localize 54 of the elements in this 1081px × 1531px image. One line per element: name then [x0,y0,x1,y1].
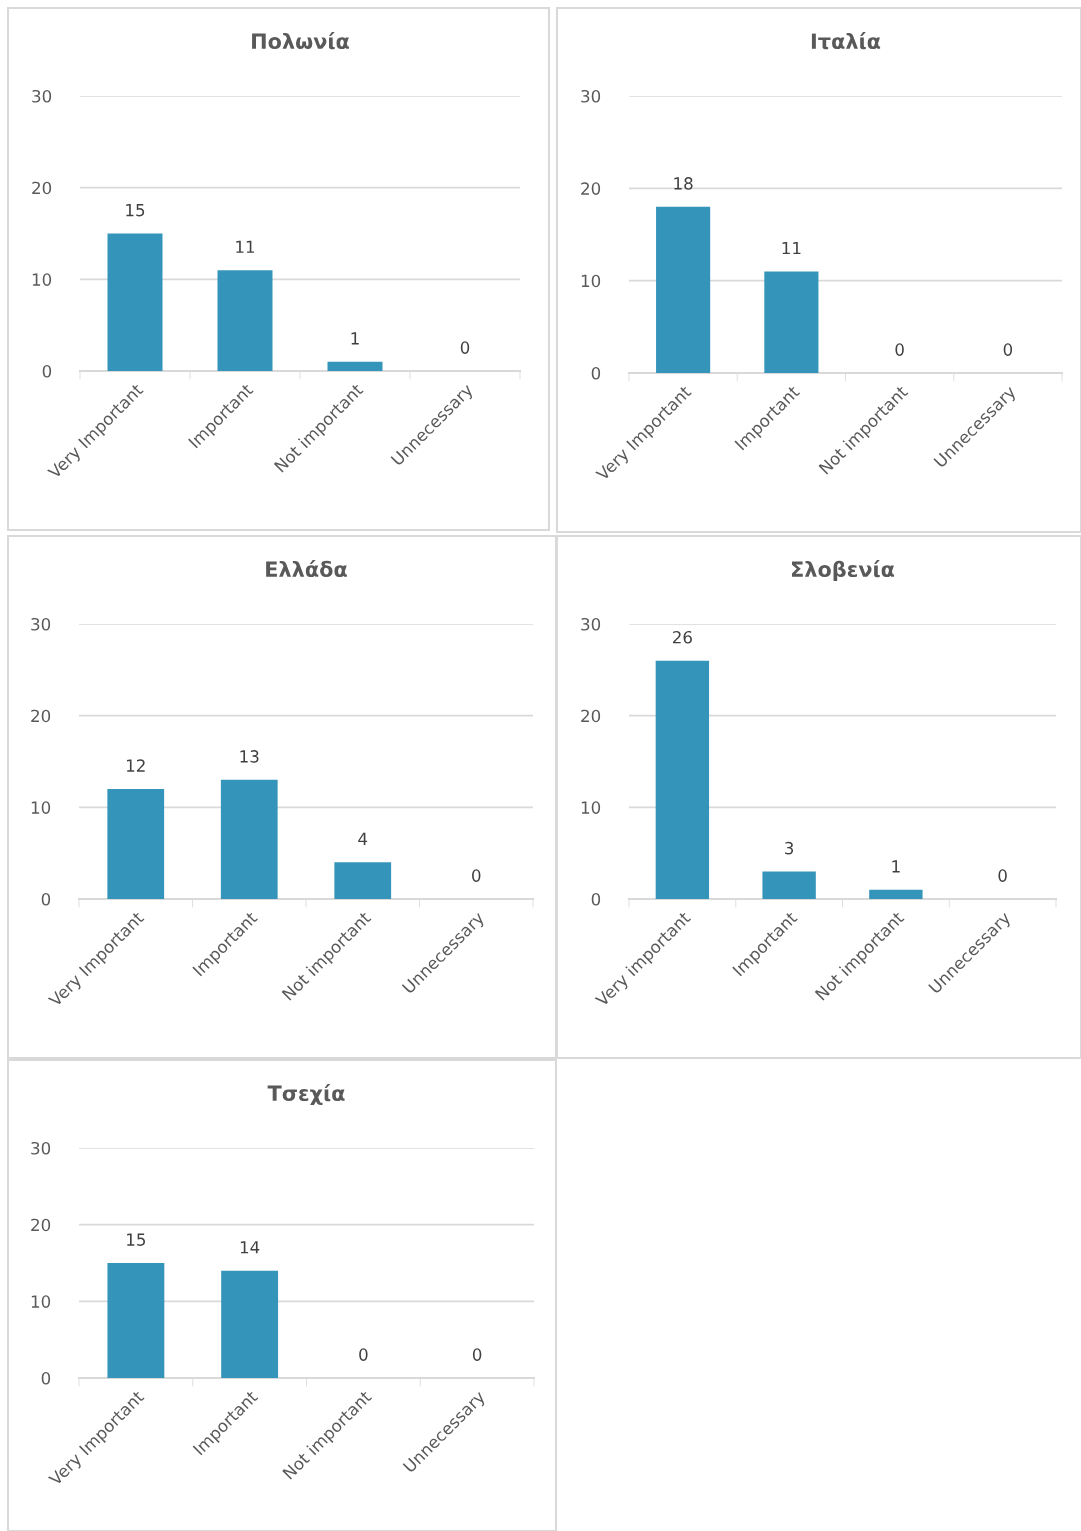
y-tick-label: 10 [581,274,601,288]
data-label: 18 [674,177,693,190]
bar [655,660,710,899]
data-label: 11 [782,241,801,255]
y-tick-label: 30 [31,617,51,631]
y-tick-label: 10 [581,801,601,814]
y-tick-label: 0 [591,366,601,380]
data-label: 11 [236,240,255,253]
y-tick-label: 20 [31,1218,51,1232]
data-label: 26 [672,630,692,644]
y-tick-label: 20 [32,181,52,195]
y-tick-label: 30 [32,89,52,103]
y-tick-label: 10 [31,1295,51,1308]
data-label: 0 [1003,343,1013,356]
data-label: 1 [892,860,900,873]
chart-title: Σλοβενία [791,560,895,582]
data-label: 0 [359,1348,368,1361]
y-tick-label: 20 [581,709,601,723]
data-label: 4 [358,832,368,845]
y-tick-label: 30 [581,617,601,631]
y-tick-label: 10 [32,273,52,286]
y-tick-label: 10 [31,801,51,814]
y-tick-label: 0 [591,892,601,906]
data-label: 15 [127,1233,146,1246]
data-label: 1 [351,332,359,345]
bar [762,871,816,899]
data-label: 15 [126,203,145,217]
y-tick-label: 0 [42,364,52,378]
chart-title: Ελλάδα [266,560,347,578]
bar [107,233,163,371]
y-tick-label: 0 [41,892,51,906]
chart-title: Ιταλία [811,32,881,50]
bar [327,361,383,371]
bar [220,779,278,899]
bar [334,862,392,899]
y-tick-label: 30 [581,89,601,103]
data-label: 13 [240,750,259,763]
bar [217,270,273,371]
chart-title: Πολωνία [252,32,349,50]
data-label: 0 [460,341,470,354]
y-tick-label: 20 [581,182,601,195]
data-label: 12 [126,759,145,772]
data-label: 3 [785,841,794,855]
bar [869,889,923,899]
y-tick-label: 20 [31,709,51,723]
y-tick-label: 0 [41,1371,51,1385]
bar [107,789,165,899]
data-label: 0 [472,869,481,882]
chart-title: Τσεχία [267,1084,345,1106]
data-label: 0 [998,869,1007,882]
data-label: 14 [240,1241,260,1254]
y-tick-label: 30 [31,1141,51,1155]
data-label: 0 [472,1348,482,1361]
data-label: 0 [895,343,904,356]
